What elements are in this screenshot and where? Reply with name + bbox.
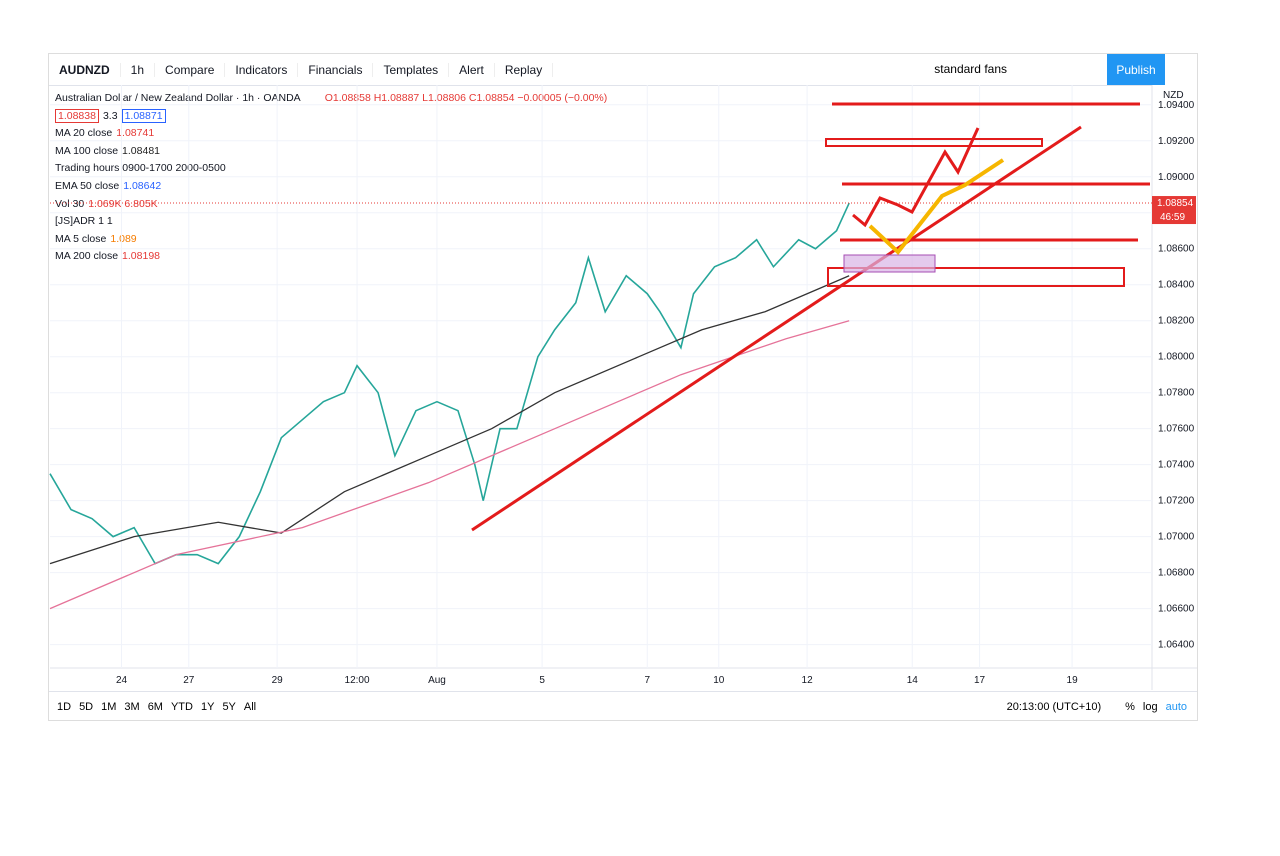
indicator-name: MA 200 close bbox=[55, 250, 119, 263]
quote-row: 1.08838 3.3 1.08871 bbox=[55, 108, 607, 126]
toolbar: AUDNZD 1h Compare Indicators Financials Templ… bbox=[49, 54, 1197, 86]
toolbar-item[interactable]: Compare bbox=[155, 62, 226, 77]
indicator-name: Trading hours 0900-1700 2000-0500 bbox=[55, 162, 226, 175]
percent-toggle[interactable]: % bbox=[1125, 700, 1135, 713]
legend-title: Australian Dollar / New Zealand Dollar ·… bbox=[55, 92, 301, 104]
indicator-value: 1.08481 bbox=[122, 144, 161, 157]
indicator-row: MA 200 close 1.08198 bbox=[55, 248, 607, 266]
indicator-value: 1.069K 6.805K bbox=[88, 197, 158, 210]
toolbar-item[interactable]: Alert bbox=[449, 62, 495, 77]
range-button[interactable]: 6M bbox=[147, 700, 163, 713]
bottom-bar: 1D 5D 1M 3M 6M YTD 1Y 5Y All 20:13:00 (UTC+10)% lo… bbox=[49, 691, 1197, 721]
indicator-value: 1.089 bbox=[110, 232, 137, 245]
indicator-name: MA 20 close bbox=[55, 127, 113, 140]
range-button[interactable]: 5Y bbox=[222, 700, 236, 713]
toolbar-item[interactable]: Replay bbox=[495, 62, 554, 77]
indicator-value: 1.08642 bbox=[123, 179, 162, 192]
publish-button[interactable]: Publish bbox=[1107, 54, 1165, 85]
indicator-row: [JS]ADR 1 1 bbox=[55, 213, 607, 231]
spread: 3.3 bbox=[102, 109, 118, 122]
indicator-value: 1.08198 bbox=[122, 250, 161, 263]
interval[interactable]: 1h bbox=[121, 62, 156, 77]
ask[interactable]: 1.08871 bbox=[121, 108, 166, 123]
range-button[interactable]: All bbox=[243, 700, 257, 713]
toolbar-item[interactable]: Indicators bbox=[225, 62, 299, 77]
indicator-name: MA 100 close bbox=[55, 144, 119, 157]
range-button[interactable]: YTD bbox=[170, 700, 193, 713]
indicator-name: EMA 50 close bbox=[55, 179, 120, 192]
log-toggle[interactable]: log bbox=[1142, 700, 1158, 713]
toolbar-item[interactable]: Templates bbox=[373, 62, 450, 77]
indicator-row: Vol 30 1.069K 6.805K bbox=[55, 196, 607, 214]
range-button[interactable]: 1Y bbox=[200, 700, 215, 713]
legend-row: Australian Dollar / New Zealand Dollar ·… bbox=[55, 90, 607, 108]
indicator-name: [JS]ADR 1 1 bbox=[55, 215, 113, 228]
indicator-name: MA 5 close bbox=[55, 232, 107, 245]
range-button[interactable]: 1M bbox=[101, 700, 117, 713]
legend: Australian Dollar / New Zealand Dollar ·… bbox=[55, 90, 607, 266]
trading-window: AUDNZD 1h Compare Indicators Financials Templ… bbox=[48, 53, 1198, 721]
indicator-row: MA 20 close 1.08741 bbox=[55, 125, 607, 143]
indicator-row: MA 5 close 1.089 bbox=[55, 231, 607, 249]
auto-toggle[interactable]: auto bbox=[1165, 700, 1187, 713]
ohlc: O1.08858 H1.08887 L1.08806 C1.08854 −0.0… bbox=[324, 92, 608, 104]
indicator-row: Trading hours 0900-1700 2000-0500 bbox=[55, 160, 607, 178]
range-button[interactable]: 1D bbox=[57, 700, 72, 713]
layout-menu[interactable]: standard fans bbox=[934, 62, 1007, 76]
bid[interactable]: 1.08838 bbox=[55, 108, 99, 123]
toolbar-item[interactable]: Financials bbox=[298, 62, 374, 77]
clock: 20:13:00 (UTC+10) bbox=[1006, 700, 1102, 713]
indicator-row: EMA 50 close 1.08642 bbox=[55, 178, 607, 196]
indicator-value: 1.08741 bbox=[116, 127, 155, 140]
indicator-row: MA 100 close 1.08481 bbox=[55, 143, 607, 161]
range-button[interactable]: 3M bbox=[124, 700, 140, 713]
indicator-name: Vol 30 bbox=[55, 197, 85, 210]
symbol[interactable]: AUDNZD bbox=[49, 62, 121, 77]
range-button[interactable]: 5D bbox=[79, 700, 94, 713]
